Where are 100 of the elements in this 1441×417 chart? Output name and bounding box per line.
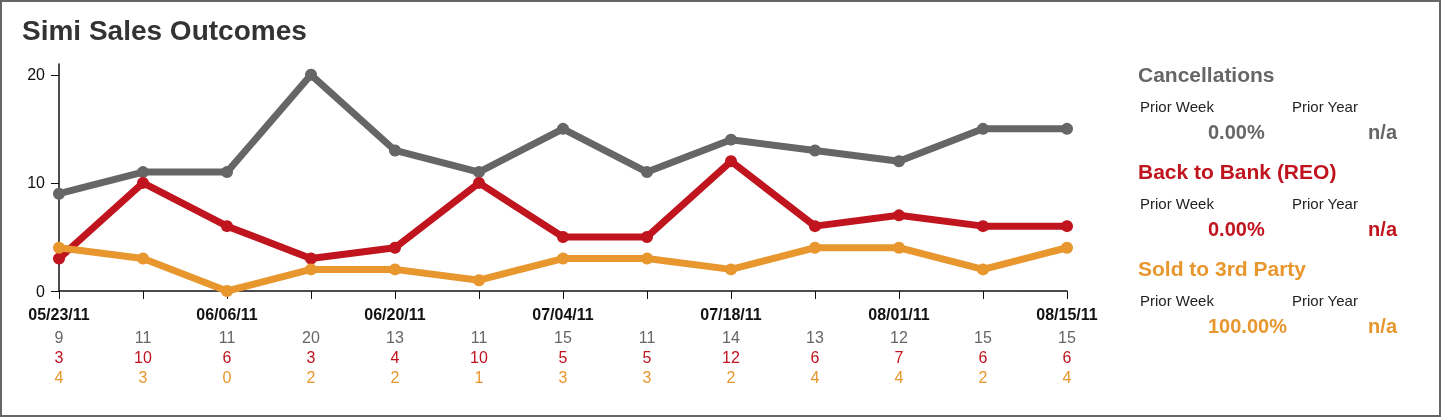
x-tick-label: 08/01/11 [868, 305, 930, 323]
data-label: 3 [558, 368, 568, 386]
data-label: 11 [218, 328, 236, 346]
x-tick-label: 05/23/11 [28, 305, 90, 323]
point [977, 220, 989, 233]
text: Prior Year [1292, 292, 1358, 309]
x-tick-label: 07/18/11 [700, 305, 762, 323]
data-label: 6 [978, 348, 988, 366]
point [725, 155, 737, 168]
point [137, 176, 149, 189]
point [893, 241, 905, 254]
data-label: 6 [810, 348, 820, 366]
data-label: 10 [470, 348, 488, 366]
data-label: 9 [54, 328, 64, 346]
y-tick-label: 0 [36, 282, 46, 300]
data-label: 4 [810, 368, 820, 386]
point [473, 274, 485, 287]
data-label: 12 [890, 328, 908, 346]
text: Sold to 3rd Party [1138, 257, 1307, 280]
data-label: 6 [222, 348, 232, 366]
data-label: 5 [642, 348, 652, 366]
point [221, 166, 233, 179]
point [641, 230, 653, 243]
point [893, 209, 905, 222]
point [389, 263, 401, 276]
point [725, 263, 737, 276]
data-label: 2 [390, 368, 400, 386]
data-label: 2 [306, 368, 316, 386]
point [137, 252, 149, 265]
point [809, 144, 821, 157]
point [977, 263, 989, 276]
text: 100.00% [1208, 315, 1288, 337]
data-label: 15 [1058, 328, 1076, 346]
data-label: 11 [638, 328, 656, 346]
data-label: 4 [1062, 368, 1072, 386]
x-tick-label: 06/06/11 [196, 305, 258, 323]
point [53, 252, 65, 265]
point [221, 285, 233, 297]
text: Back to Bank (REO) [1138, 160, 1337, 183]
point [893, 155, 905, 168]
x-tick-label: 06/20/11 [364, 305, 426, 323]
text: 0.00% [1208, 218, 1265, 240]
data-label: 6 [1062, 348, 1072, 366]
y-tick-label: 20 [27, 66, 46, 84]
point [557, 230, 569, 243]
point [1061, 122, 1073, 135]
point [305, 68, 317, 81]
data-label: 3 [138, 368, 148, 386]
y-tick-label: 10 [27, 174, 46, 192]
point [1061, 220, 1073, 233]
text: Prior Week [1140, 292, 1215, 309]
data-label: 2 [978, 368, 988, 386]
point [1061, 241, 1073, 254]
text: Cancellations [1138, 63, 1275, 86]
data-label: 13 [386, 328, 404, 346]
data-label: 3 [306, 348, 316, 366]
point [137, 166, 149, 179]
data-label: 15 [554, 328, 572, 346]
point [809, 241, 821, 254]
point [809, 220, 821, 233]
data-label: 3 [54, 348, 64, 366]
point [725, 133, 737, 146]
point [305, 263, 317, 276]
point [641, 166, 653, 179]
point [221, 220, 233, 233]
point [557, 122, 569, 135]
text: n/a [1368, 121, 1398, 143]
point [473, 176, 485, 189]
data-label: 3 [642, 368, 652, 386]
x-tick-label: 08/15/11 [1036, 305, 1098, 323]
x-tick-label: 07/04/11 [532, 305, 594, 323]
text: n/a [1368, 218, 1398, 240]
point [53, 187, 65, 200]
data-label: 13 [806, 328, 824, 346]
data-label: 11 [470, 328, 488, 346]
data-label: 4 [894, 368, 904, 386]
chart-title: Simi Sales Outcomes [22, 14, 307, 46]
data-label: 20 [302, 328, 320, 346]
data-label: 7 [894, 348, 904, 366]
data-label: 11 [134, 328, 152, 346]
data-label: 4 [390, 348, 400, 366]
data-label: 14 [722, 328, 740, 346]
text: n/a [1368, 315, 1398, 337]
data-label: 4 [54, 368, 64, 386]
text: Prior Week [1140, 98, 1215, 115]
data-label: 12 [722, 348, 740, 366]
point [389, 241, 401, 254]
data-label: 0 [222, 368, 232, 386]
data-label: 15 [974, 328, 992, 346]
point [977, 122, 989, 135]
data-label: 5 [558, 348, 568, 366]
data-label: 1 [474, 368, 484, 386]
text: Prior Year [1292, 195, 1358, 212]
point [53, 241, 65, 254]
point [557, 252, 569, 265]
point [641, 252, 653, 265]
text: Prior Year [1292, 98, 1358, 115]
data-label: 2 [726, 368, 736, 386]
point [389, 144, 401, 157]
text: Prior Week [1140, 195, 1215, 212]
